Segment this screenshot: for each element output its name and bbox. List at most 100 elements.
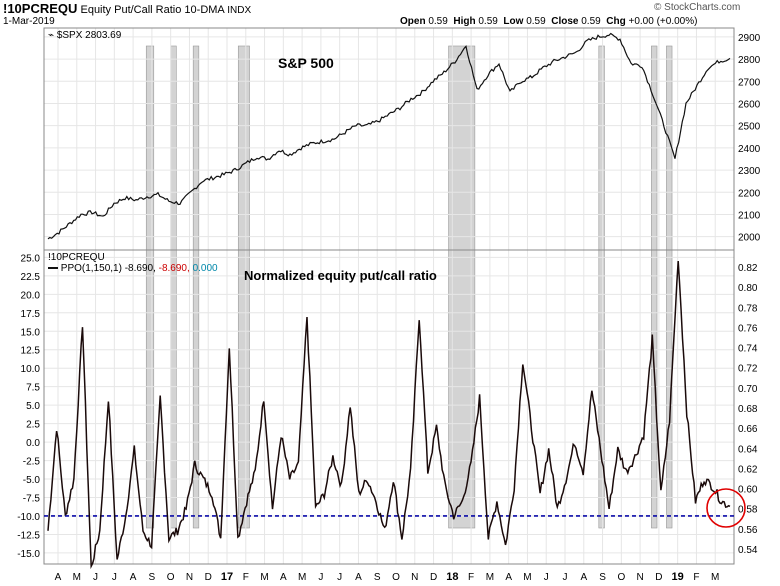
lower-left-y-tick-label: -15.0 — [17, 549, 40, 560]
lower-left-y-tick-label: 17.5 — [21, 309, 41, 320]
upper-y-tick-label: 2100 — [738, 210, 761, 221]
shaded-regions — [145, 45, 673, 529]
upper-y-ticks: 2900 2800 2700 2600 2500 2400 2300 2200 2100 2000 — [738, 33, 761, 244]
lower-left-y-tick-label: -7.5 — [23, 494, 41, 505]
panel-frames — [43, 27, 735, 565]
lower-left-y-tick-label: 5.0 — [26, 401, 40, 412]
lower-left-y-tick-label: 15.0 — [21, 327, 41, 338]
lower-right-y-tick-label: 0.76 — [738, 323, 758, 334]
lower-left-y-ticks: 25.0 22.5 20.0 17.5 15.0 12.5 10.0 7.5 5.0 2.5 0.0… — [17, 253, 40, 560]
lower-right-y-tick-label: 0.74 — [738, 344, 758, 355]
lower-left-y-tick-label: -10.0 — [17, 512, 40, 523]
x-tick-label: J — [112, 572, 117, 583]
x-tick-label: M — [260, 572, 268, 583]
lower-right-y-tick-label: 0.66 — [738, 424, 758, 435]
x-tick-label: N — [411, 572, 418, 583]
lower-right-y-tick-label: 0.60 — [738, 485, 758, 496]
lower-right-y-ticks: 0.82 0.80 0.78 0.76 0.74 0.72 0.70 0.68 0.66 0.64… — [738, 263, 758, 556]
spx-price-line — [47, 32, 731, 240]
lower-left-y-tick-label: -12.5 — [17, 530, 40, 541]
lower-left-y-tick-label: 7.5 — [26, 383, 40, 394]
ppo-legend-line — [48, 267, 58, 270]
lower-right-y-tick-label: 0.62 — [738, 464, 758, 475]
ticker-symbol: !10PCREQU — [3, 1, 78, 16]
ppo-legend: PPO(1,150,1) -8.690, -8.690, 0.000 — [48, 263, 218, 274]
lower-right-y-tick-label: 0.72 — [738, 364, 758, 375]
x-tick-label: M — [711, 572, 719, 583]
x-tick-label: A — [580, 572, 587, 583]
shaded-period — [237, 45, 250, 529]
lower-right-y-tick-label: 0.78 — [738, 303, 758, 314]
ticker-description: Equity Put/Call Ratio 10-DMA — [80, 4, 225, 16]
x-tick-label: O — [617, 572, 625, 583]
upper-y-tick-label: 2700 — [738, 77, 761, 88]
x-tick-label: F — [243, 572, 249, 583]
shaded-period — [666, 45, 673, 529]
x-tick-label: A — [355, 572, 362, 583]
x-tick-label: D — [205, 572, 212, 583]
lower-left-y-tick-label: 22.5 — [21, 272, 41, 283]
x-tick-label: 19 — [672, 571, 684, 583]
x-tick-label: D — [655, 572, 662, 583]
x-tick-label: A — [55, 572, 62, 583]
x-tick-label: D — [430, 572, 437, 583]
lower-left-y-tick-label: -5.0 — [23, 475, 41, 486]
upper-y-tick-label: 2400 — [738, 144, 761, 155]
upper-y-tick-label: 2900 — [738, 33, 761, 44]
lower-right-y-tick-label: 0.80 — [738, 283, 758, 294]
lower-right-y-tick-label: 0.56 — [738, 525, 758, 536]
shaded-period — [598, 45, 605, 529]
x-tick-label: 17 — [221, 571, 233, 583]
lower-left-y-tick-label: 25.0 — [21, 253, 41, 264]
x-tick-label: M — [523, 572, 531, 583]
shaded-period — [170, 45, 177, 529]
x-tick-label: M — [73, 572, 81, 583]
upper-legend: ⌁ $SPX 2803.69 — [48, 30, 122, 41]
chart-date: 1-Mar-2019 — [3, 16, 55, 27]
lower-left-y-tick-label: 2.5 — [26, 420, 40, 431]
upper-y-tick-label: 2800 — [738, 55, 761, 66]
x-tick-label: N — [186, 572, 193, 583]
shaded-period — [145, 45, 155, 529]
x-tick-label: N — [636, 572, 643, 583]
x-tick-label: J — [544, 572, 549, 583]
ohlc-readout: Open 0.59 High 0.59 Low 0.59 Close 0.59 … — [400, 16, 698, 27]
upper-y-tick-label: 2600 — [738, 99, 761, 110]
lower-left-y-tick-label: -2.5 — [23, 457, 41, 468]
x-tick-label: S — [374, 572, 381, 583]
x-tick-label: S — [149, 572, 156, 583]
upper-y-tick-label: 2200 — [738, 188, 761, 199]
shaded-period — [192, 45, 200, 529]
lower-chart-annotation: Normalized equity put/call ratio — [244, 268, 437, 283]
x-tick-label: J — [318, 572, 323, 583]
lower-left-y-tick-label: 20.0 — [21, 290, 41, 301]
lower-right-y-tick-label: 0.82 — [738, 263, 758, 274]
upper-y-tick-label: 2300 — [738, 166, 761, 177]
ppo-line — [47, 260, 731, 570]
upper-y-tick-label: 2000 — [738, 233, 761, 244]
chart-header-left: !10PCREQU Equity Put/Call Ratio 10-DMA I… — [3, 1, 251, 16]
stockcharts-watermark: © StockCharts.com — [654, 2, 741, 13]
x-tick-label: M — [298, 572, 306, 583]
x-tick-label: M — [486, 572, 494, 583]
shaded-period — [448, 45, 476, 529]
x-tick-label: J — [563, 572, 568, 583]
x-tick-label: S — [599, 572, 606, 583]
x-tick-label: F — [693, 572, 699, 583]
x-tick-label: J — [337, 572, 342, 583]
lower-right-y-tick-label: 0.68 — [738, 404, 758, 415]
x-tick-label: A — [505, 572, 512, 583]
x-tick-label: O — [167, 572, 175, 583]
upper-y-tick-label: 2500 — [738, 122, 761, 133]
x-tick-label: J — [93, 572, 98, 583]
x-tick-label: A — [130, 572, 137, 583]
x-tick-label: 18 — [446, 571, 458, 583]
exchange-label: INDX — [227, 5, 252, 16]
lower-left-y-tick-label: 12.5 — [21, 346, 41, 357]
lower-panel-title: !10PCREQU — [48, 252, 105, 263]
lower-right-y-tick-label: 0.70 — [738, 384, 758, 395]
x-tick-label: F — [468, 572, 474, 583]
shaded-period — [651, 45, 658, 529]
lower-right-y-tick-label: 0.64 — [738, 444, 758, 455]
